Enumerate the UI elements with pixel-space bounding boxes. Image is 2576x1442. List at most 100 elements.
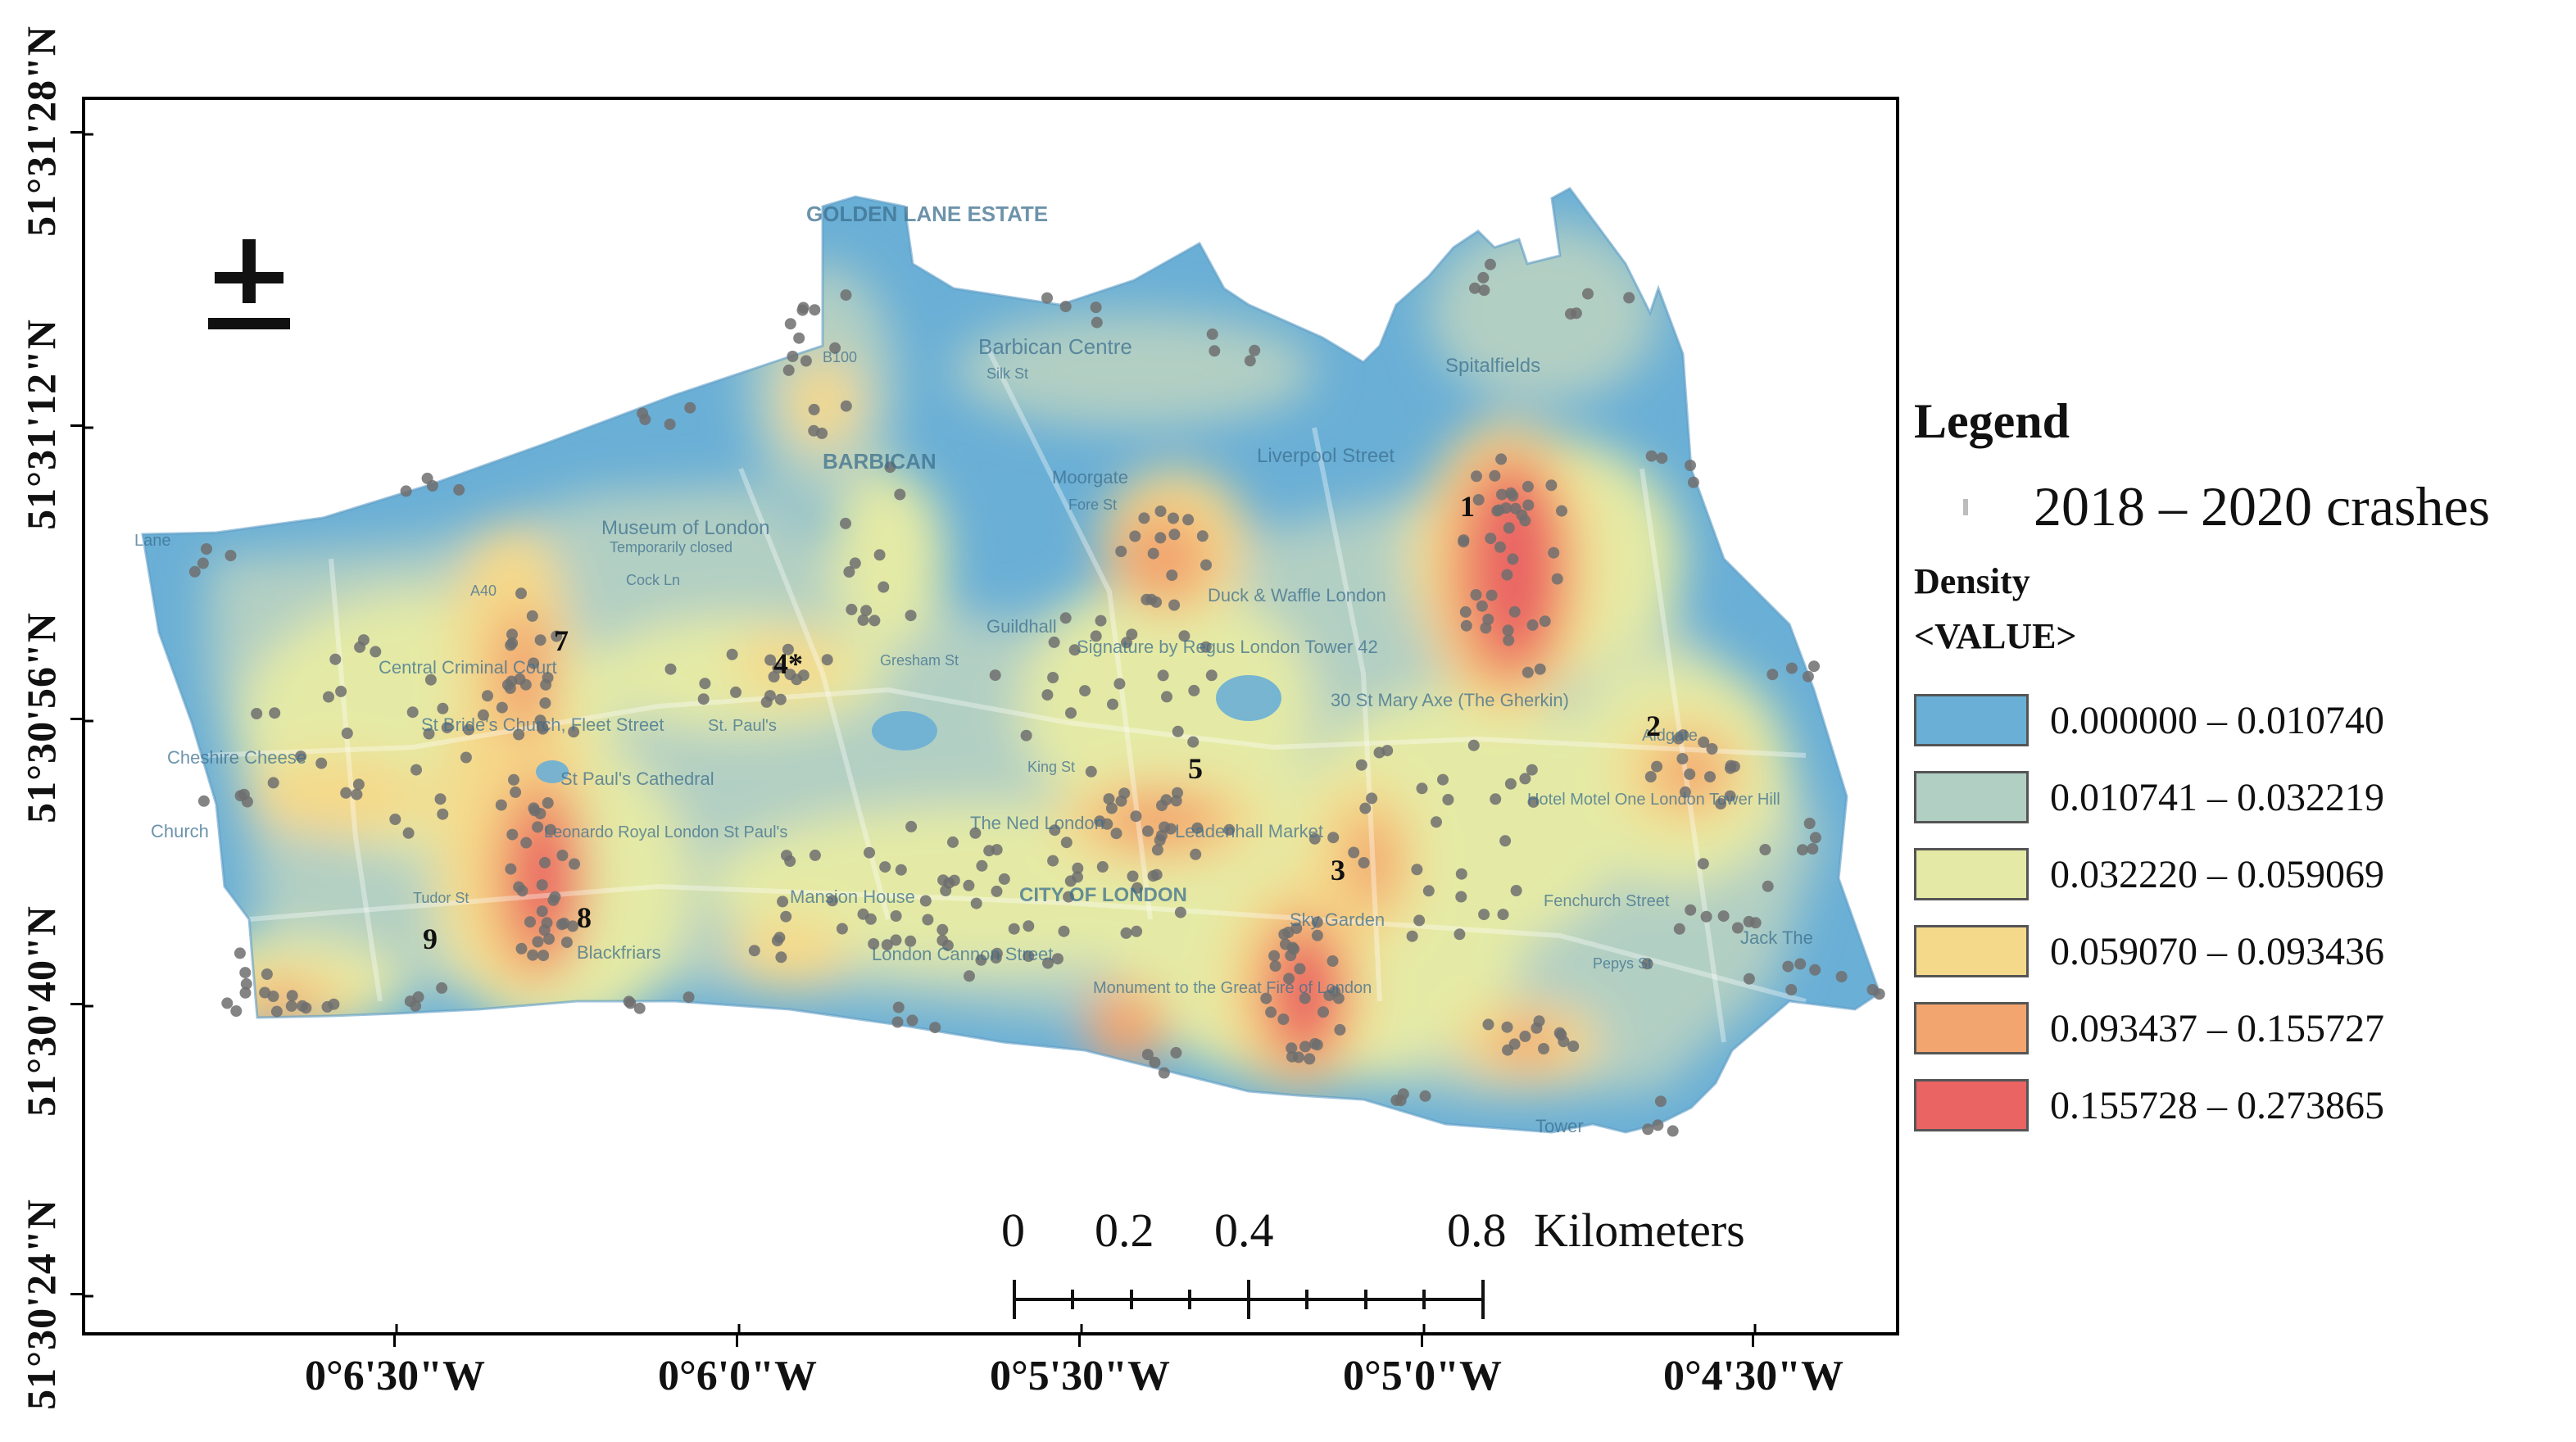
crash-point bbox=[849, 557, 861, 569]
crash-point bbox=[1141, 593, 1153, 605]
crash-point bbox=[1366, 792, 1378, 805]
basemap-label: Church bbox=[151, 821, 209, 841]
crash-point bbox=[1654, 1095, 1667, 1108]
crash-point bbox=[1085, 765, 1097, 778]
crash-point bbox=[1454, 928, 1466, 941]
crash-point bbox=[1685, 904, 1697, 916]
basemap-label: Cock Ln bbox=[626, 572, 680, 588]
north-arrow-icon bbox=[208, 239, 290, 329]
crash-point bbox=[905, 820, 918, 832]
crash-point bbox=[1166, 569, 1178, 582]
crash-point bbox=[1150, 868, 1163, 881]
crash-point bbox=[323, 691, 334, 703]
crash-point bbox=[1041, 292, 1053, 304]
legend-range: 0.093437 – 0.155727 bbox=[2050, 1006, 2384, 1050]
crash-point bbox=[496, 701, 508, 714]
legend-range: 0.032220 – 0.059069 bbox=[2050, 852, 2384, 896]
crash-point bbox=[969, 827, 982, 839]
crash-point bbox=[1059, 301, 1072, 313]
crash-point bbox=[1103, 793, 1115, 805]
density-surface bbox=[143, 188, 1880, 1132]
crash-point bbox=[267, 777, 279, 789]
crash-point bbox=[1835, 971, 1848, 982]
crash-point bbox=[1151, 844, 1163, 856]
crash-point bbox=[536, 879, 548, 891]
crash-point bbox=[699, 678, 711, 690]
crash-point bbox=[990, 952, 1002, 964]
crash-point bbox=[860, 605, 873, 617]
crash-point bbox=[1697, 858, 1709, 870]
crash-point bbox=[1142, 825, 1154, 837]
basemap-label: Temporarily closed bbox=[610, 539, 732, 555]
crash-point bbox=[840, 289, 852, 302]
basemap-label: Duck & Waffle London bbox=[1208, 585, 1386, 605]
crash-point bbox=[1534, 663, 1546, 675]
crash-point bbox=[890, 910, 902, 922]
basemap-label: 30 St Mary Axe (The Gherkin) bbox=[1331, 690, 1569, 710]
crash-point bbox=[1174, 906, 1186, 918]
basemap-label: Cheshire Cheese bbox=[167, 747, 306, 768]
crash-point bbox=[764, 654, 777, 666]
map-frame: GOLDEN LANE ESTATE Barbican Centre BARBI… bbox=[82, 97, 1899, 1335]
legend-range: 0.155728 – 0.273865 bbox=[2050, 1083, 2384, 1127]
crash-point bbox=[1759, 844, 1771, 855]
crash-point bbox=[1422, 885, 1435, 897]
crash-point bbox=[534, 634, 546, 646]
lon-tick bbox=[1752, 1335, 1754, 1347]
crash-point bbox=[1283, 973, 1295, 985]
crash-point bbox=[551, 630, 563, 642]
crash-point bbox=[1717, 910, 1730, 923]
crash-point bbox=[892, 1001, 905, 1013]
crash-point bbox=[197, 795, 210, 807]
crash-point bbox=[777, 896, 789, 908]
crash-point bbox=[528, 805, 541, 817]
crash-point bbox=[793, 332, 805, 344]
crash-point bbox=[760, 696, 773, 708]
longitude-label: 0°6'30"W bbox=[304, 1353, 486, 1399]
crash-point bbox=[534, 714, 546, 727]
crash-point bbox=[1495, 453, 1508, 465]
crash-point bbox=[664, 418, 676, 430]
crash-point bbox=[881, 939, 893, 951]
crash-point bbox=[1677, 729, 1689, 741]
crash-point bbox=[351, 788, 363, 800]
crash-point bbox=[1278, 928, 1290, 941]
hotspot-label: 5 bbox=[1188, 752, 1203, 785]
crash-point bbox=[240, 977, 252, 990]
crash-point bbox=[1459, 605, 1472, 618]
crash-point bbox=[1047, 855, 1059, 867]
crash-point bbox=[1507, 553, 1519, 565]
crash-point bbox=[224, 550, 237, 562]
crash-point bbox=[1157, 669, 1169, 682]
crash-point bbox=[1519, 1030, 1531, 1042]
basemap-label: Museum of London bbox=[601, 517, 769, 539]
lat-tick bbox=[70, 131, 82, 134]
crash-point bbox=[1555, 1029, 1567, 1041]
basemap-label: Silk St bbox=[986, 365, 1028, 382]
basemap-label: Gresham St bbox=[880, 652, 959, 669]
crash-point bbox=[970, 897, 982, 909]
legend-points-label: 2018 – 2020 crashes bbox=[2034, 475, 2491, 537]
legend-range: 0.010741 – 0.032219 bbox=[2050, 775, 2384, 819]
crash-point bbox=[857, 614, 869, 626]
crash-point bbox=[809, 304, 821, 316]
crash-point bbox=[864, 846, 875, 859]
crash-point bbox=[1288, 943, 1300, 955]
crash-point bbox=[1470, 589, 1482, 601]
crash-point bbox=[1539, 615, 1551, 628]
crash-point bbox=[285, 1000, 297, 1012]
crash-point bbox=[1472, 494, 1485, 506]
lon-tick bbox=[1078, 1335, 1081, 1347]
crash-point bbox=[905, 935, 917, 947]
crash-point bbox=[784, 318, 796, 330]
basemap-label: Hotel Motel One London Tower Hill bbox=[1527, 791, 1780, 809]
crash-point bbox=[1641, 958, 1653, 970]
crash-point bbox=[1249, 344, 1261, 356]
crash-point bbox=[536, 905, 548, 918]
hotspot-label: 3 bbox=[1331, 854, 1345, 887]
lat-tick bbox=[70, 424, 82, 427]
crash-point bbox=[335, 685, 347, 697]
crash-point bbox=[221, 997, 234, 1009]
crash-point bbox=[879, 861, 891, 873]
crash-point bbox=[1168, 599, 1181, 611]
